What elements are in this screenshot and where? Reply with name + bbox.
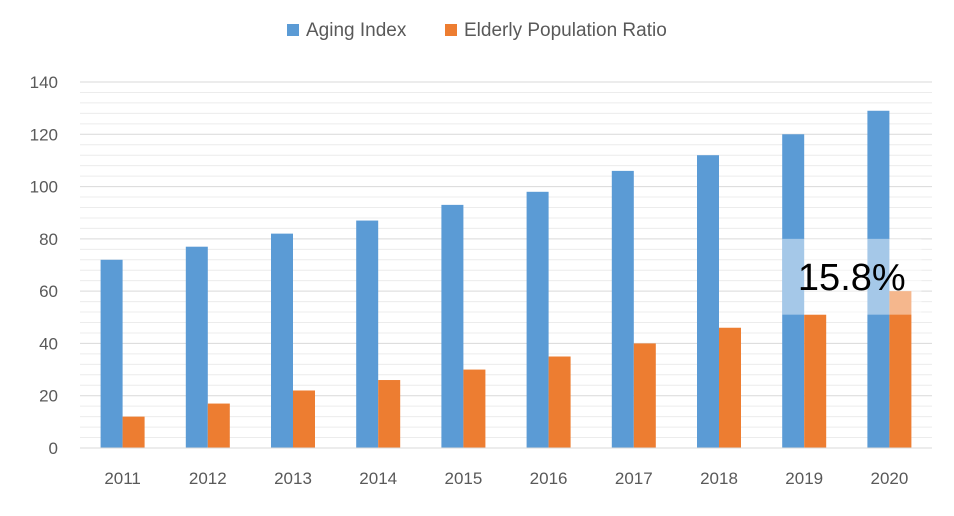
bar-aging-index: [782, 134, 805, 449]
bar-elderly-population-ratio: [463, 369, 486, 448]
legend-label-aging-index: Aging Index: [306, 20, 407, 41]
y-tick-label: 0: [49, 439, 58, 458]
annotation-label: 15.8%: [798, 257, 906, 299]
y-tick-label: 40: [39, 334, 58, 353]
x-tick-label: 2016: [530, 469, 568, 488]
bar-elderly-population-ratio: [889, 291, 912, 448]
bar-elderly-population-ratio: [207, 403, 230, 448]
bar-elderly-population-ratio: [122, 416, 145, 448]
x-tick-label: 2011: [104, 469, 141, 488]
bar-aging-index: [441, 204, 464, 448]
bar-aging-index: [697, 155, 719, 448]
bar-elderly-population-ratio: [633, 343, 656, 448]
bar-elderly-population-ratio: [719, 327, 741, 448]
legend-swatch-aging-index: [287, 24, 299, 36]
x-tick-label: 2017: [615, 469, 653, 488]
y-tick-label: 140: [30, 73, 58, 92]
x-axis-ticks: 2011 2012 2013 2014 2015 2016 2017 2018 2019 2020: [104, 469, 908, 488]
annotation: 15.8%: [782, 238, 922, 315]
legend-label-elderly-population-ratio: Elderly Population Ratio: [464, 20, 667, 41]
x-tick-label: 2012: [189, 469, 227, 488]
bar-aging-index: [100, 259, 123, 448]
bar-elderly-population-ratio: [804, 314, 827, 448]
bar-aging-index: [185, 246, 208, 448]
x-tick-label: 2014: [359, 469, 397, 488]
x-tick-label: 2018: [700, 469, 738, 488]
y-tick-label: 120: [30, 125, 58, 144]
bar-aging-index: [867, 110, 890, 448]
y-axis-ticks: 0 20 40 60 80 100 120 140: [30, 73, 58, 458]
x-tick-label: 2015: [444, 469, 482, 488]
bar-elderly-population-ratio: [293, 390, 315, 448]
x-tick-label: 2013: [274, 469, 312, 488]
y-tick-label: 100: [30, 178, 58, 197]
x-tick-label: 2020: [870, 469, 908, 488]
legend: Aging Index Elderly Population Ratio: [287, 20, 667, 41]
bar-aging-index: [526, 191, 549, 449]
y-tick-label: 20: [39, 387, 58, 406]
bar-elderly-population-ratio: [378, 380, 401, 448]
y-tick-label: 80: [39, 230, 58, 249]
bar-aging-index: [271, 233, 293, 448]
y-tick-label: 60: [39, 282, 58, 301]
bars: [100, 110, 912, 449]
bar-aging-index: [356, 220, 379, 448]
x-tick-label: 2019: [785, 469, 823, 488]
annotation-box: [782, 238, 922, 315]
bar-elderly-population-ratio: [548, 356, 571, 448]
bar-aging-index: [611, 170, 634, 448]
legend-swatch-elderly-population-ratio: [445, 24, 457, 36]
